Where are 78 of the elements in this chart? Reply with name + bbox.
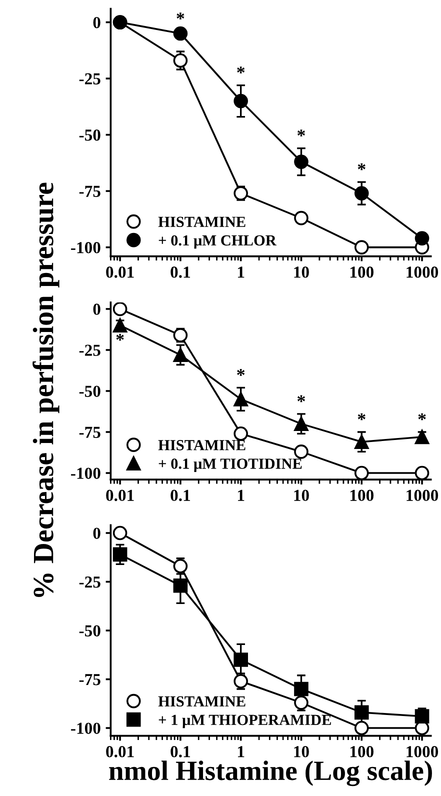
point [112,318,128,333]
legend-label: HISTAMINE [158,696,246,707]
y-tick-label: 0 [93,16,100,28]
x-tick-label: 100 [350,746,374,758]
x-tick-label: 10 [294,746,309,758]
x-tick-label: 1 [238,266,244,278]
y-tick-label: -25 [79,73,100,84]
point [112,547,128,562]
y-tick-label: -100 [71,242,100,254]
y-tick-label: 0 [93,304,100,315]
annotation: * [237,369,245,376]
annotation: * [116,334,124,341]
y-tick-label: -50 [79,386,100,397]
point [354,720,369,736]
point [173,578,188,593]
x-axis-title: nmol Histamine (Log scale) [109,760,432,786]
y-tick-label: -25 [79,576,100,588]
legend-label: + 1 μM THIOPERAMIDE [158,714,331,728]
point [173,328,188,342]
point [354,705,369,720]
y-tick-label: -100 [71,468,100,479]
x-tick-label: 1000 [406,490,438,502]
y-tick-label: -75 [79,186,100,197]
point [294,416,308,431]
point [294,210,308,226]
annotation: * [176,12,184,20]
y-tick-label: -75 [79,674,100,686]
y-tick-label: -25 [79,344,100,356]
annotation: * [358,413,366,420]
x-tick-label: 100 [350,490,374,502]
point [354,466,369,480]
point [234,426,248,441]
legend-label: HISTAMINE [158,440,246,450]
point [414,709,430,724]
point [173,26,188,41]
y-tick-label: -50 [79,625,100,636]
point [354,186,369,200]
annotation: * [358,163,366,170]
x-tick-label: 1 [238,490,244,501]
point [294,154,308,169]
point [414,430,430,444]
annotation: * [418,413,426,420]
y-tick-label: -75 [79,426,100,438]
y-tick-label: -100 [71,722,100,734]
point [234,652,248,667]
point [354,240,369,254]
point [173,348,188,362]
point [294,444,308,459]
point [294,682,308,696]
x-tick-label: 100 [350,266,374,278]
point [112,302,128,316]
x-tick-label: 0.01 [106,266,134,278]
point [414,466,430,480]
x-tick-label: 0.1 [170,746,190,758]
x-tick-label: 0.1 [170,490,190,502]
point [354,434,369,450]
x-tick-label: 0.01 [106,490,134,502]
y-tick-label: 0 [93,528,100,539]
point [234,392,248,406]
y-tick-label: -50 [79,129,100,141]
annotation: * [297,395,305,402]
legend-label: HISTAMINE [158,216,246,228]
legend-label: + 0.1 μM CHLOR [158,235,277,249]
y-axis-title: % Decrease in perfusion pressure [32,182,60,598]
x-tick-label: 10 [294,490,309,502]
x-tick-label: 10 [294,266,309,278]
point [112,526,128,540]
x-tick-label: 1000 [406,266,438,278]
point [173,559,188,574]
x-tick-label: 1000 [406,746,438,758]
x-tick-label: 0.01 [106,746,134,758]
legend-label: + 0.1 μM TIOTIDINE [158,458,302,472]
point [414,231,430,246]
annotation: * [297,130,305,136]
point [234,94,248,108]
x-tick-label: 1 [238,746,244,758]
x-tick-label: 0.1 [170,266,190,278]
annotation: * [237,66,245,74]
